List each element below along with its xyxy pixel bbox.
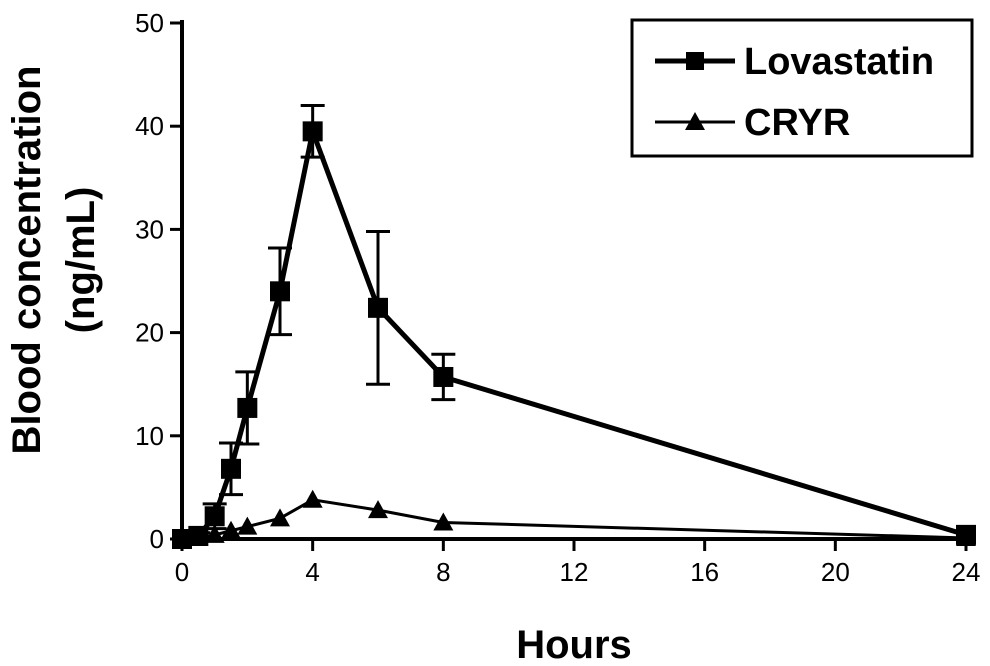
y-axis-title: Blood concentration (ng/mL)	[5, 66, 103, 455]
legend-triangle-marker	[685, 112, 705, 130]
legend-box	[630, 18, 974, 158]
data-point-cryr	[433, 512, 454, 531]
data-point-lovastatin	[221, 458, 241, 479]
series-lovastatin	[172, 104, 976, 549]
x-tick-label: 0	[175, 557, 189, 587]
data-point-cryr	[237, 516, 258, 535]
y-ticks: 0 10 20 30 40 50	[135, 8, 182, 554]
series-layer	[172, 104, 976, 549]
data-point-lovastatin	[188, 525, 209, 546]
y-axis-title-line1: Blood concentration	[5, 66, 49, 455]
x-tick-label: 16	[690, 557, 719, 587]
data-point-lovastatin	[172, 529, 192, 549]
legend-square-marker	[686, 52, 704, 70]
data-point-lovastatin	[433, 366, 454, 387]
legend-item-lovastatin: Lovastatin	[655, 41, 934, 83]
y-tick-label: 40	[135, 111, 164, 141]
x-tick-label: 8	[436, 557, 450, 587]
data-point-lovastatin	[237, 397, 258, 418]
data-point-lovastatin	[204, 506, 225, 527]
y-tick-label: 10	[135, 421, 164, 451]
legend: Lovastatin CRYR	[630, 18, 974, 158]
x-tick-label: 12	[560, 557, 589, 587]
x-axis-title: Hours	[516, 623, 632, 666]
legend-label-cryr: CRYR	[744, 102, 850, 144]
data-point-lovastatin	[368, 297, 388, 318]
y-tick-label: 0	[150, 524, 164, 554]
y-tick-label: 20	[135, 318, 164, 348]
data-point-cryr	[302, 489, 323, 508]
series-line-lovastatin	[181, 122, 967, 542]
y-tick-label: 30	[135, 214, 164, 244]
data-point-lovastatin	[956, 524, 976, 545]
legend-item-cryr: CRYR	[655, 102, 850, 144]
y-axis-title-line2: (ng/mL)	[59, 187, 103, 334]
series-line-cryr	[181, 498, 967, 541]
data-point-lovastatin	[302, 121, 323, 142]
plot-area: 0 10 20 30 40 50 0 4 8 12 16 20 24	[135, 8, 980, 587]
data-point-cryr	[368, 500, 388, 519]
x-tick-label: 4	[305, 557, 319, 587]
data-point-lovastatin	[270, 281, 290, 302]
y-tick-label: 50	[135, 8, 164, 38]
data-point-cryr	[270, 508, 290, 527]
x-tick-label: 24	[952, 557, 981, 587]
data-point-cryr	[221, 520, 241, 539]
legend-label-lovastatin: Lovastatin	[744, 41, 934, 83]
x-tick-label: 20	[821, 557, 850, 587]
x-ticks: 0 4 8 12 16 20 24	[175, 539, 981, 587]
